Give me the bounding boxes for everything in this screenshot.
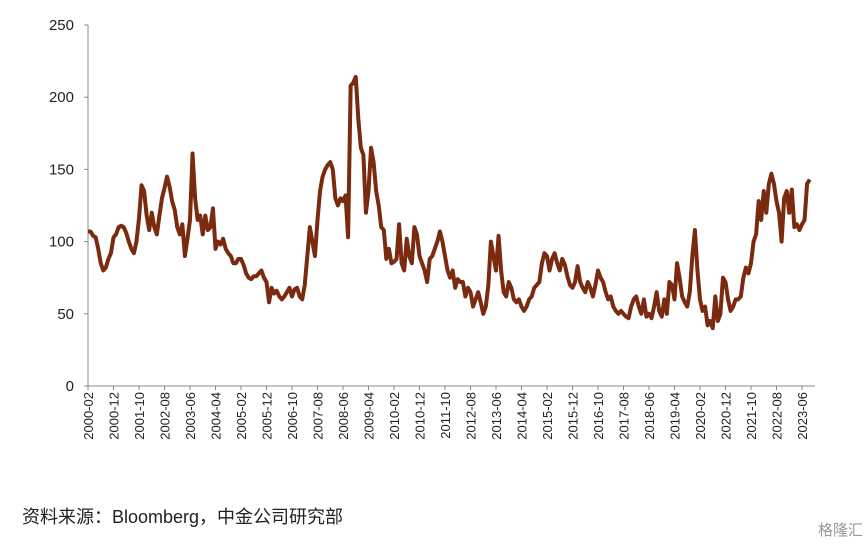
watermark: 格隆汇 bbox=[818, 522, 863, 539]
x-tick-label: 2000-12 bbox=[107, 392, 122, 440]
x-tick-label: 2013-06 bbox=[489, 392, 504, 440]
y-tick-label: 50 bbox=[57, 306, 74, 323]
x-tick-label: 2018-06 bbox=[642, 392, 657, 440]
x-tick-label: 2004-04 bbox=[209, 392, 224, 440]
x-tick-label: 2022-08 bbox=[770, 392, 785, 440]
source-note: 资料来源：Bloomberg，中金公司研究部 bbox=[22, 507, 343, 527]
x-tick-label: 2001-10 bbox=[132, 392, 147, 440]
x-tick-label: 2000-02 bbox=[81, 392, 96, 440]
x-tick-label: 2020-12 bbox=[719, 392, 734, 440]
x-tick-label: 2007-08 bbox=[311, 392, 326, 440]
x-tick-label: 2023-06 bbox=[795, 392, 810, 440]
x-tick-label: 2014-04 bbox=[515, 392, 530, 440]
x-tick-label: 2003-06 bbox=[183, 392, 198, 440]
x-tick-label: 2015-12 bbox=[566, 392, 581, 440]
x-tick-label: 2010-02 bbox=[387, 392, 402, 440]
x-tick-label: 2005-12 bbox=[260, 392, 275, 440]
x-tick-label: 2005-02 bbox=[234, 392, 249, 440]
x-tick-label: 2011-10 bbox=[438, 392, 453, 439]
y-tick-label: 0 bbox=[66, 378, 74, 395]
x-tick-label: 2020-02 bbox=[693, 392, 708, 440]
x-tick-label: 2002-08 bbox=[158, 392, 173, 440]
x-tick-label: 2016-10 bbox=[591, 392, 606, 440]
x-tick-label: 2009-04 bbox=[362, 392, 377, 440]
data-line bbox=[88, 74, 812, 331]
x-tick-label: 2021-10 bbox=[744, 392, 759, 440]
x-tick-label: 2012-08 bbox=[464, 392, 479, 440]
x-tick-label: 2008-06 bbox=[336, 392, 351, 440]
y-tick-label: 150 bbox=[49, 161, 74, 178]
y-tick-label: 200 bbox=[49, 89, 74, 106]
x-tick-label: 2019-04 bbox=[668, 392, 683, 440]
y-tick-label: 250 bbox=[49, 17, 74, 34]
x-tick-label: 2015-02 bbox=[540, 392, 555, 440]
x-tick-label: 2017-08 bbox=[617, 392, 632, 440]
x-tick-label: 2010-12 bbox=[413, 392, 428, 440]
y-tick-label: 100 bbox=[49, 234, 74, 251]
x-tick-label: 2006-10 bbox=[285, 392, 300, 440]
